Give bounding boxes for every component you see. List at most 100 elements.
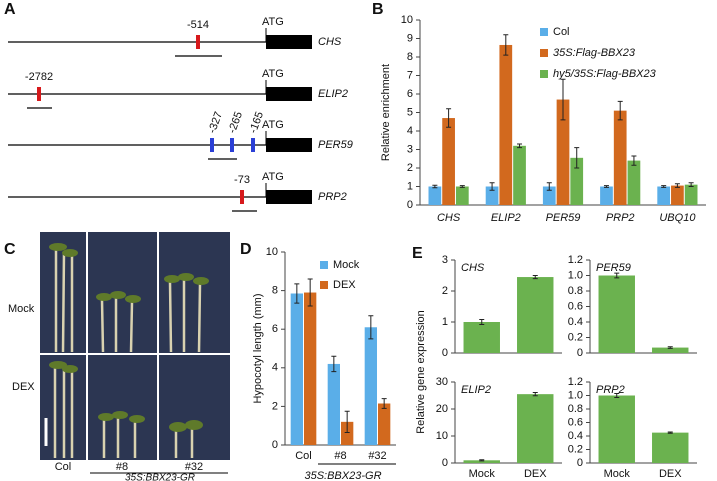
x-tick-label: CHS (437, 212, 461, 224)
panel-label: C (4, 241, 16, 258)
panel-label: B (372, 1, 384, 18)
error-bar (489, 182, 495, 191)
error-bar (614, 272, 620, 279)
y-tick-label: 0 (272, 439, 278, 451)
x-tick-label: Mock (469, 468, 496, 480)
bar (442, 118, 455, 205)
cotyledons (49, 243, 209, 432)
y-tick-label: 0.4 (568, 316, 583, 328)
bar (428, 186, 442, 205)
y-tick-label: 0 (442, 347, 448, 359)
gene-name: PRP2 (318, 191, 347, 203)
coding-box (266, 190, 312, 204)
error-bar (617, 100, 623, 121)
site-label: -514 (187, 19, 209, 31)
bar (657, 186, 671, 205)
bar (455, 186, 469, 205)
legend-label: DEX (333, 279, 356, 291)
error-bar (688, 182, 694, 187)
y-tick-label: 5 (407, 106, 413, 118)
error-bar (503, 34, 509, 56)
column-label: Col (55, 461, 72, 473)
x-tick-label: DEX (524, 468, 547, 480)
row-label: Mock (8, 303, 35, 315)
bar (684, 184, 698, 205)
start-codon: ATG (262, 119, 284, 131)
y-tick-label: 8 (407, 51, 413, 63)
bar (613, 110, 627, 205)
genotype-label: 35S:BBX23-GR (125, 473, 195, 481)
bar (556, 99, 570, 205)
bar (570, 157, 584, 205)
y-tick-label: 0 (442, 457, 448, 469)
y-axis-label: Hypocotyl length (mm) (252, 293, 264, 403)
column-label: #32 (185, 461, 203, 473)
error-bar (432, 184, 438, 189)
legend-swatch (540, 28, 548, 36)
legend-label: hy5/35S:Flag-BBX23 (553, 68, 657, 80)
chart-title: PRP2 (596, 384, 625, 396)
y-tick-label: 1 (407, 180, 413, 192)
y-tick-label: 1.0 (568, 269, 583, 281)
coding-box (266, 138, 312, 152)
binding-site (240, 190, 244, 204)
error-bar (446, 108, 452, 128)
y-tick-label: 0.2 (568, 331, 583, 343)
error-bar (517, 143, 523, 149)
y-tick-label: 1 (442, 316, 448, 328)
y-tick-label: 10 (266, 246, 278, 258)
y-tick-label: 7 (407, 69, 413, 81)
bar (485, 186, 499, 205)
seedling-photo (40, 232, 230, 460)
y-tick-label: 0.6 (568, 416, 583, 428)
bar (341, 421, 354, 445)
y-tick-label: 9 (407, 32, 413, 44)
y-tick-label: 0.6 (568, 300, 583, 312)
y-axis-label: Relative enrichment (380, 64, 392, 161)
x-tick-label: #8 (334, 450, 346, 462)
panel-label: A (4, 1, 16, 18)
binding-site (251, 138, 255, 152)
start-codon: ATG (262, 171, 284, 183)
chart-title: ELIP2 (461, 384, 491, 396)
site-label: -265 (226, 110, 245, 135)
bar (598, 275, 635, 353)
error-bar (294, 283, 300, 304)
gene-name: ELIP2 (318, 88, 348, 100)
start-codon: ATG (262, 16, 284, 28)
error-bar (459, 185, 465, 188)
binding-site (37, 87, 41, 101)
y-tick-label: 8 (272, 285, 278, 297)
legend-label: 35S:Flag-BBX23 (553, 47, 636, 59)
chart-title: CHS (461, 262, 485, 274)
y-tick-label: 4 (407, 125, 413, 137)
panel-label: D (240, 241, 252, 258)
row-label: DEX (12, 381, 35, 393)
x-tick-label: Col (295, 450, 312, 462)
error-bar (667, 346, 673, 349)
error-bar (381, 398, 387, 409)
error-bar (344, 410, 350, 433)
error-bar (631, 155, 637, 166)
y-tick-label: 0 (577, 347, 583, 359)
error-bar (667, 431, 673, 434)
legend-label: Col (553, 26, 570, 38)
y-tick-label: 0.8 (568, 403, 583, 415)
x-tick-label: PER59 (546, 212, 581, 224)
error-bar (560, 78, 566, 121)
coding-box (266, 35, 312, 49)
start-codon: ATG (262, 68, 284, 80)
y-tick-label: 6 (272, 323, 278, 335)
x-axis-label: 35S:BBX23-GR (304, 470, 381, 481)
error-bar (546, 182, 552, 191)
chart-title: PER59 (596, 262, 631, 274)
binding-site (230, 138, 234, 152)
error-bar (479, 319, 485, 325)
column-label: #8 (116, 461, 128, 473)
legend-swatch (320, 281, 328, 289)
y-tick-label: 0.4 (568, 430, 583, 442)
bar (671, 185, 684, 205)
y-tick-label: 0.2 (568, 443, 583, 455)
bar (327, 363, 340, 445)
